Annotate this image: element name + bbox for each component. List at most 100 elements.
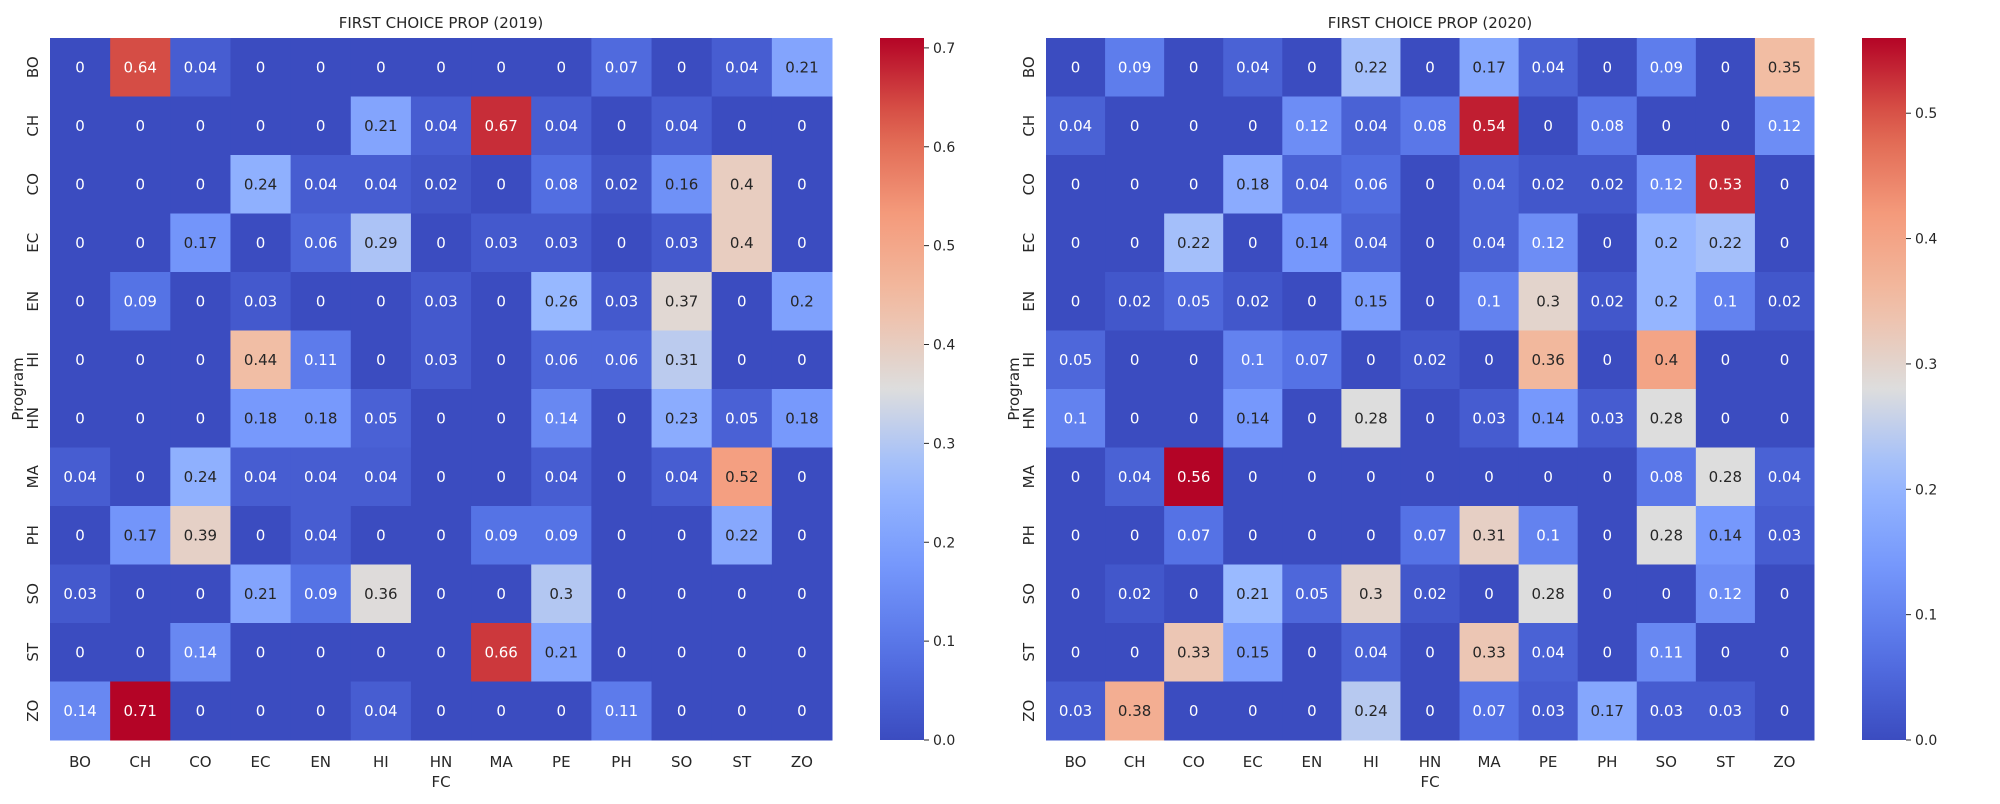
cell-value-label: 0.33 (1472, 643, 1505, 661)
colorbar-tick-label: 0.3 (933, 436, 955, 452)
cell-value-label: 0.05 (1059, 351, 1092, 369)
cell-value-label: 0 (1780, 351, 1790, 369)
heatmap-cell (1400, 681, 1461, 741)
heatmap-cell (1636, 330, 1697, 390)
cell-value-label: 0.03 (545, 234, 578, 252)
heatmap-cell (110, 447, 171, 507)
heatmap-cell (1105, 96, 1165, 156)
cell-value-label: 0 (737, 117, 747, 135)
colorbar-tick-label: 0.2 (933, 535, 955, 551)
heatmap-cell (1105, 38, 1165, 97)
heatmap-cell (230, 389, 292, 448)
cell-value-label: 0.14 (1709, 526, 1742, 544)
y-tick-label: EC (1020, 233, 1038, 253)
heatmap-cell (651, 681, 713, 741)
cell-value-label: 0 (1071, 526, 1081, 544)
cell-value-label: 0 (617, 468, 627, 486)
cell-value-label: 0.3 (549, 585, 573, 603)
cell-value-label: 0 (1484, 351, 1494, 369)
cell-value-label: 0 (1130, 409, 1140, 427)
cell-value-label: 0.28 (1650, 526, 1683, 544)
heatmap-cell (1105, 681, 1165, 741)
heatmap-cell (170, 38, 231, 97)
heatmap-cell (1400, 564, 1461, 624)
cell-value-label: 0.24 (184, 468, 217, 486)
heatmap-cell (170, 564, 231, 624)
cell-value-label: 0.18 (244, 409, 277, 427)
cell-value-label: 0.05 (1177, 292, 1210, 310)
cell-value-label: 0 (256, 117, 266, 135)
cell-value-label: 0 (1307, 58, 1317, 76)
cell-value-label: 0.04 (665, 117, 698, 135)
heatmap-cell (1459, 447, 1520, 507)
heatmap-cell (1577, 330, 1638, 390)
heatmap-cell (1577, 447, 1638, 507)
heatmap-cell (410, 155, 472, 214)
heatmap-cell (1518, 213, 1579, 273)
x-tick-label: ZO (791, 753, 813, 771)
cell-value-label: 0.12 (1650, 175, 1683, 193)
cell-value-label: 0.22 (725, 526, 758, 544)
colorbar-tick-label: 0.7 (933, 41, 955, 57)
cell-value-label: 0 (135, 175, 145, 193)
heatmap-cell (290, 38, 352, 97)
cell-value-label: 0 (677, 702, 687, 720)
cell-value-label: 0 (617, 643, 627, 661)
heatmap-cell (771, 447, 833, 507)
cell-value-label: 0 (436, 468, 446, 486)
heatmap-cell (531, 96, 592, 156)
cell-value-label: 0 (1071, 585, 1081, 603)
heatmap-cell (1754, 272, 1815, 331)
cell-value-label: 0.09 (304, 585, 337, 603)
heatmap-cell (1341, 38, 1401, 97)
heatmap-cell (1164, 213, 1224, 273)
heatmap-cell (1577, 272, 1638, 331)
heatmap-cell (1164, 681, 1224, 741)
cell-value-label: 0 (436, 58, 446, 76)
cell-value-label: 0 (256, 58, 266, 76)
heatmap-cell (1341, 389, 1401, 448)
cell-value-label: 0 (1662, 585, 1672, 603)
heatmap-panel-1: FIRST CHOICE PROP (2020) 0 0.09 0 0.04 0 0.22 0… (1005, 14, 1937, 791)
heatmap-cell (1223, 447, 1283, 507)
heatmap-cell (591, 623, 653, 682)
heatmap-cell (410, 38, 472, 97)
cell-value-label: 0 (1189, 585, 1199, 603)
y-tick-label: CH (1020, 115, 1038, 137)
cell-value-label: 0 (737, 585, 747, 603)
y-tick-label: ST (1020, 642, 1038, 662)
cell-value-label: 0.4 (730, 175, 754, 193)
cell-value-label: 0.24 (244, 175, 277, 193)
heatmap-cell (170, 447, 231, 507)
heatmap-cell (1046, 213, 1106, 273)
cell-value-label: 0.33 (1177, 643, 1210, 661)
cell-value-label: 0.21 (1236, 585, 1269, 603)
cell-value-label: 0.12 (1531, 234, 1564, 252)
cell-value-label: 0.12 (1295, 117, 1328, 135)
cell-value-label: 0.3 (1536, 292, 1560, 310)
x-tick-label: CH (129, 753, 151, 771)
heatmap-cell (230, 564, 292, 624)
heatmap-cell (350, 447, 412, 507)
heatmap-cell (110, 38, 171, 97)
cell-value-label: 0 (496, 58, 506, 76)
cell-value-label: 0.07 (1472, 702, 1505, 720)
heatmap-cell (410, 623, 472, 682)
cell-value-label: 0.03 (484, 234, 517, 252)
heatmap-cell (711, 330, 773, 390)
heatmap-cell (1223, 96, 1283, 156)
cell-value-label: 0 (1189, 58, 1199, 76)
heatmap-cell (651, 389, 713, 448)
heatmap-cell (230, 330, 292, 390)
y-tick-label: HN (1020, 407, 1038, 430)
cell-value-label: 0.36 (1531, 351, 1564, 369)
heatmap-cell (1046, 623, 1106, 682)
heatmap-cell (1282, 447, 1342, 507)
heatmap-cell (1459, 623, 1520, 682)
heatmap-cell (290, 447, 352, 507)
heatmap-cell (1636, 447, 1697, 507)
heatmap-cell (1400, 155, 1461, 214)
heatmap-cell (290, 681, 352, 741)
heatmap-cell (50, 389, 111, 448)
